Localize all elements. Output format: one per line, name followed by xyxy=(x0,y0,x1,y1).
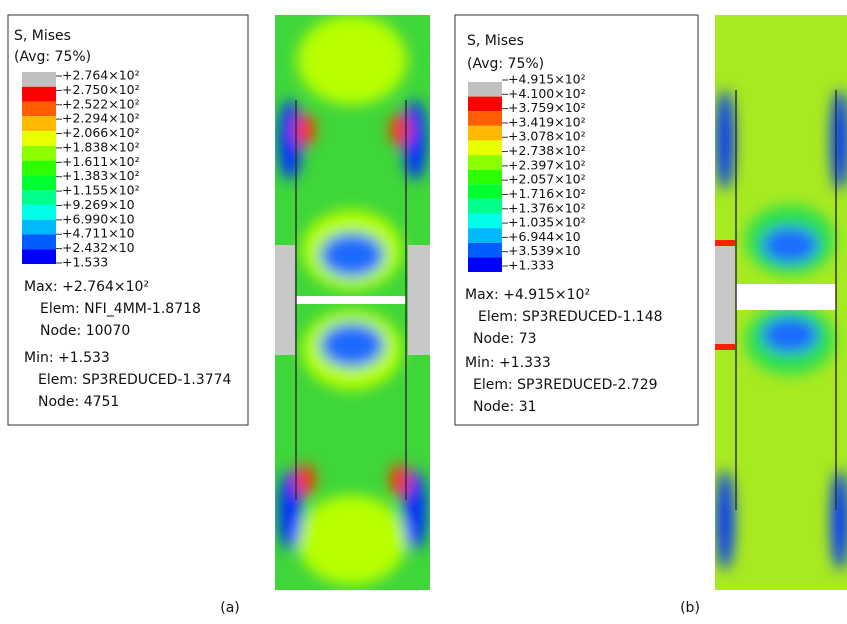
legend-label: +2.522×10² xyxy=(62,96,140,111)
legend-label: +6.944×10 xyxy=(508,229,581,244)
color-band xyxy=(22,145,56,161)
legend-label: +2.764×10² xyxy=(62,68,140,83)
min-value: Min: +1.333 xyxy=(465,355,551,371)
legend-label: +4.915×10² xyxy=(508,72,586,87)
legend-label: +1.716×10² xyxy=(508,186,586,201)
color-band xyxy=(468,169,502,185)
min-node: Node: 31 xyxy=(473,399,537,415)
color-band xyxy=(22,160,56,176)
max-node: Node: 10070 xyxy=(40,323,130,339)
color-band xyxy=(468,82,502,97)
legend-label: +2.432×10 xyxy=(62,240,135,255)
color-band xyxy=(22,249,56,264)
max-value: Max: +4.915×10² xyxy=(465,287,590,303)
color-band xyxy=(468,155,502,170)
legend-title: S, Mises xyxy=(14,28,71,44)
color-band xyxy=(22,190,56,205)
color-band xyxy=(468,257,502,272)
legend-label: +4.711×10 xyxy=(62,226,135,241)
min-value: Min: +1.533 xyxy=(24,350,110,366)
max-node: Node: 73 xyxy=(473,331,537,347)
caption: (a) xyxy=(220,600,240,616)
min-elem: Elem: SP3REDUCED-2.729 xyxy=(473,377,658,393)
legend-label: +2.397×10² xyxy=(508,157,586,172)
color-band xyxy=(22,86,56,102)
legend-label: +1.611×10² xyxy=(62,154,140,169)
caption: (b) xyxy=(680,600,700,616)
legend-label: +1.333 xyxy=(508,258,554,273)
color-band xyxy=(22,219,56,235)
color-band xyxy=(22,101,56,117)
legend-label: +2.750×10² xyxy=(62,82,140,97)
color-band xyxy=(468,111,502,126)
color-band xyxy=(22,131,56,146)
legend-label: +1.376×10² xyxy=(508,200,586,215)
max-elem: Elem: NFI_4MM-1.8718 xyxy=(40,301,201,317)
color-band xyxy=(22,175,56,191)
legend-label: +1.533 xyxy=(62,255,108,270)
max-elem: Elem: SP3REDUCED-1.148 xyxy=(478,309,663,325)
legend-subtitle: (Avg: 75%) xyxy=(467,56,544,72)
color-band xyxy=(22,72,56,87)
legend-label: +2.294×10² xyxy=(62,111,140,126)
color-band xyxy=(468,184,502,199)
color-band xyxy=(22,116,56,132)
min-elem: Elem: SP3REDUCED-1.3774 xyxy=(38,372,232,388)
color-band xyxy=(468,242,502,258)
legend-subtitle: (Avg: 75%) xyxy=(14,49,91,65)
legend-label: +6.990×10 xyxy=(62,211,135,226)
legend-label: +2.057×10² xyxy=(508,172,586,187)
contour-plot xyxy=(275,15,430,590)
legend-label: +3.759×10² xyxy=(508,100,586,115)
contour-plot xyxy=(715,15,847,590)
legend-label: +3.419×10² xyxy=(508,114,586,129)
legend-label: +1.155×10² xyxy=(62,183,140,198)
max-value: Max: +2.764×10² xyxy=(24,279,149,295)
color-band xyxy=(468,198,502,214)
color-band xyxy=(468,228,502,243)
color-band xyxy=(468,213,502,229)
min-node: Node: 4751 xyxy=(38,394,119,410)
color-band xyxy=(468,140,502,156)
color-band xyxy=(468,96,502,112)
color-band xyxy=(468,125,502,141)
legend-label: +1.383×10² xyxy=(62,168,140,183)
legend-label: +2.738×10² xyxy=(508,143,586,158)
color-band xyxy=(22,234,56,250)
legend-label: +3.078×10² xyxy=(508,129,586,144)
legend-label: +9.269×10 xyxy=(62,197,135,212)
legend-label: +4.100×10² xyxy=(508,86,586,101)
legend-label: +2.066×10² xyxy=(62,125,140,140)
legend-title: S, Mises xyxy=(467,33,524,49)
legend-label: +3.539×10 xyxy=(508,243,581,258)
legend-label: +1.838×10² xyxy=(62,139,140,154)
color-band xyxy=(22,204,56,220)
legend-label: +1.035×10² xyxy=(508,215,586,230)
